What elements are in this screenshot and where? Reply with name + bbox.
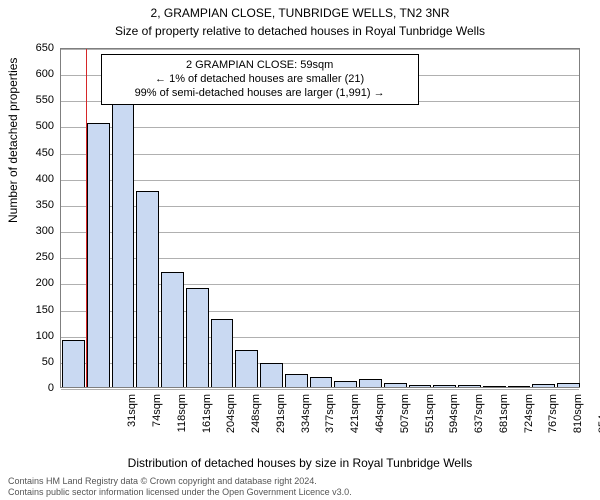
bar (310, 377, 333, 387)
xtick-label: 421sqm (349, 394, 361, 454)
bar (161, 272, 184, 387)
bar (359, 379, 382, 387)
gridline (61, 389, 579, 390)
bar (62, 340, 85, 387)
xtick-label: 810sqm (572, 394, 584, 454)
bar (532, 384, 555, 387)
xtick-label: 118sqm (176, 394, 188, 454)
xtick-label: 74sqm (151, 394, 163, 454)
ytick-label: 600 (0, 68, 54, 80)
xtick-label: 724sqm (523, 394, 535, 454)
gridline (61, 180, 579, 181)
xtick-label: 248sqm (250, 394, 262, 454)
ytick-label: 250 (0, 251, 54, 263)
ytick-label: 300 (0, 225, 54, 237)
gridline (61, 49, 579, 50)
bar (334, 381, 357, 387)
bar (483, 386, 506, 387)
xtick-label: 464sqm (374, 394, 386, 454)
xtick-label: 681sqm (498, 394, 510, 454)
bar (136, 191, 159, 387)
x-axis-label: Distribution of detached houses by size … (0, 456, 600, 470)
bar (409, 385, 432, 387)
annot-line2: ← 1% of detached houses are smaller (21) (110, 73, 410, 87)
bar (87, 123, 110, 387)
xtick-label: 551sqm (424, 394, 436, 454)
bar (285, 374, 308, 387)
bar (384, 383, 407, 387)
footer-attribution: Contains HM Land Registry data © Crown c… (8, 476, 352, 498)
ytick-label: 400 (0, 173, 54, 185)
ytick-label: 550 (0, 94, 54, 106)
plot-area: 2 GRAMPIAN CLOSE: 59sqm← 1% of detached … (60, 48, 580, 388)
chart-title-line2: Size of property relative to detached ho… (0, 24, 600, 38)
xtick-label: 291sqm (275, 394, 287, 454)
ytick-label: 200 (0, 277, 54, 289)
xtick-label: 637sqm (473, 394, 485, 454)
gridline (61, 127, 579, 128)
xtick-label: 204sqm (225, 394, 237, 454)
xtick-label: 594sqm (448, 394, 460, 454)
footer-line2: Contains public sector information licen… (8, 487, 352, 498)
ytick-label: 350 (0, 199, 54, 211)
ytick-label: 100 (0, 330, 54, 342)
chart-root: { "titles": { "line1": "2, GRAMPIAN CLOS… (0, 0, 600, 500)
ytick-label: 0 (0, 382, 54, 394)
bar (211, 319, 234, 387)
ytick-label: 650 (0, 42, 54, 54)
bar (458, 385, 481, 387)
annot-line1: 2 GRAMPIAN CLOSE: 59sqm (110, 59, 410, 73)
bar (433, 385, 456, 387)
bar (557, 383, 580, 387)
xtick-label: 31sqm (126, 394, 138, 454)
annot-line3: 99% of semi-detached houses are larger (… (110, 87, 410, 101)
ytick-label: 450 (0, 147, 54, 159)
annotation-box: 2 GRAMPIAN CLOSE: 59sqm← 1% of detached … (101, 54, 419, 105)
bar (260, 363, 283, 387)
ytick-label: 50 (0, 356, 54, 368)
xtick-label: 161sqm (201, 394, 213, 454)
ytick-label: 150 (0, 304, 54, 316)
xtick-label: 377sqm (324, 394, 336, 454)
bar (508, 386, 531, 387)
marker-line (86, 49, 87, 387)
footer-line1: Contains HM Land Registry data © Crown c… (8, 476, 352, 487)
chart-title-line1: 2, GRAMPIAN CLOSE, TUNBRIDGE WELLS, TN2 … (0, 6, 600, 20)
xtick-label: 507sqm (399, 394, 411, 454)
xtick-label: 767sqm (547, 394, 559, 454)
bar (235, 350, 258, 387)
bar (186, 288, 209, 387)
xtick-label: 334sqm (300, 394, 312, 454)
bar (112, 94, 135, 387)
ytick-label: 500 (0, 120, 54, 132)
gridline (61, 154, 579, 155)
